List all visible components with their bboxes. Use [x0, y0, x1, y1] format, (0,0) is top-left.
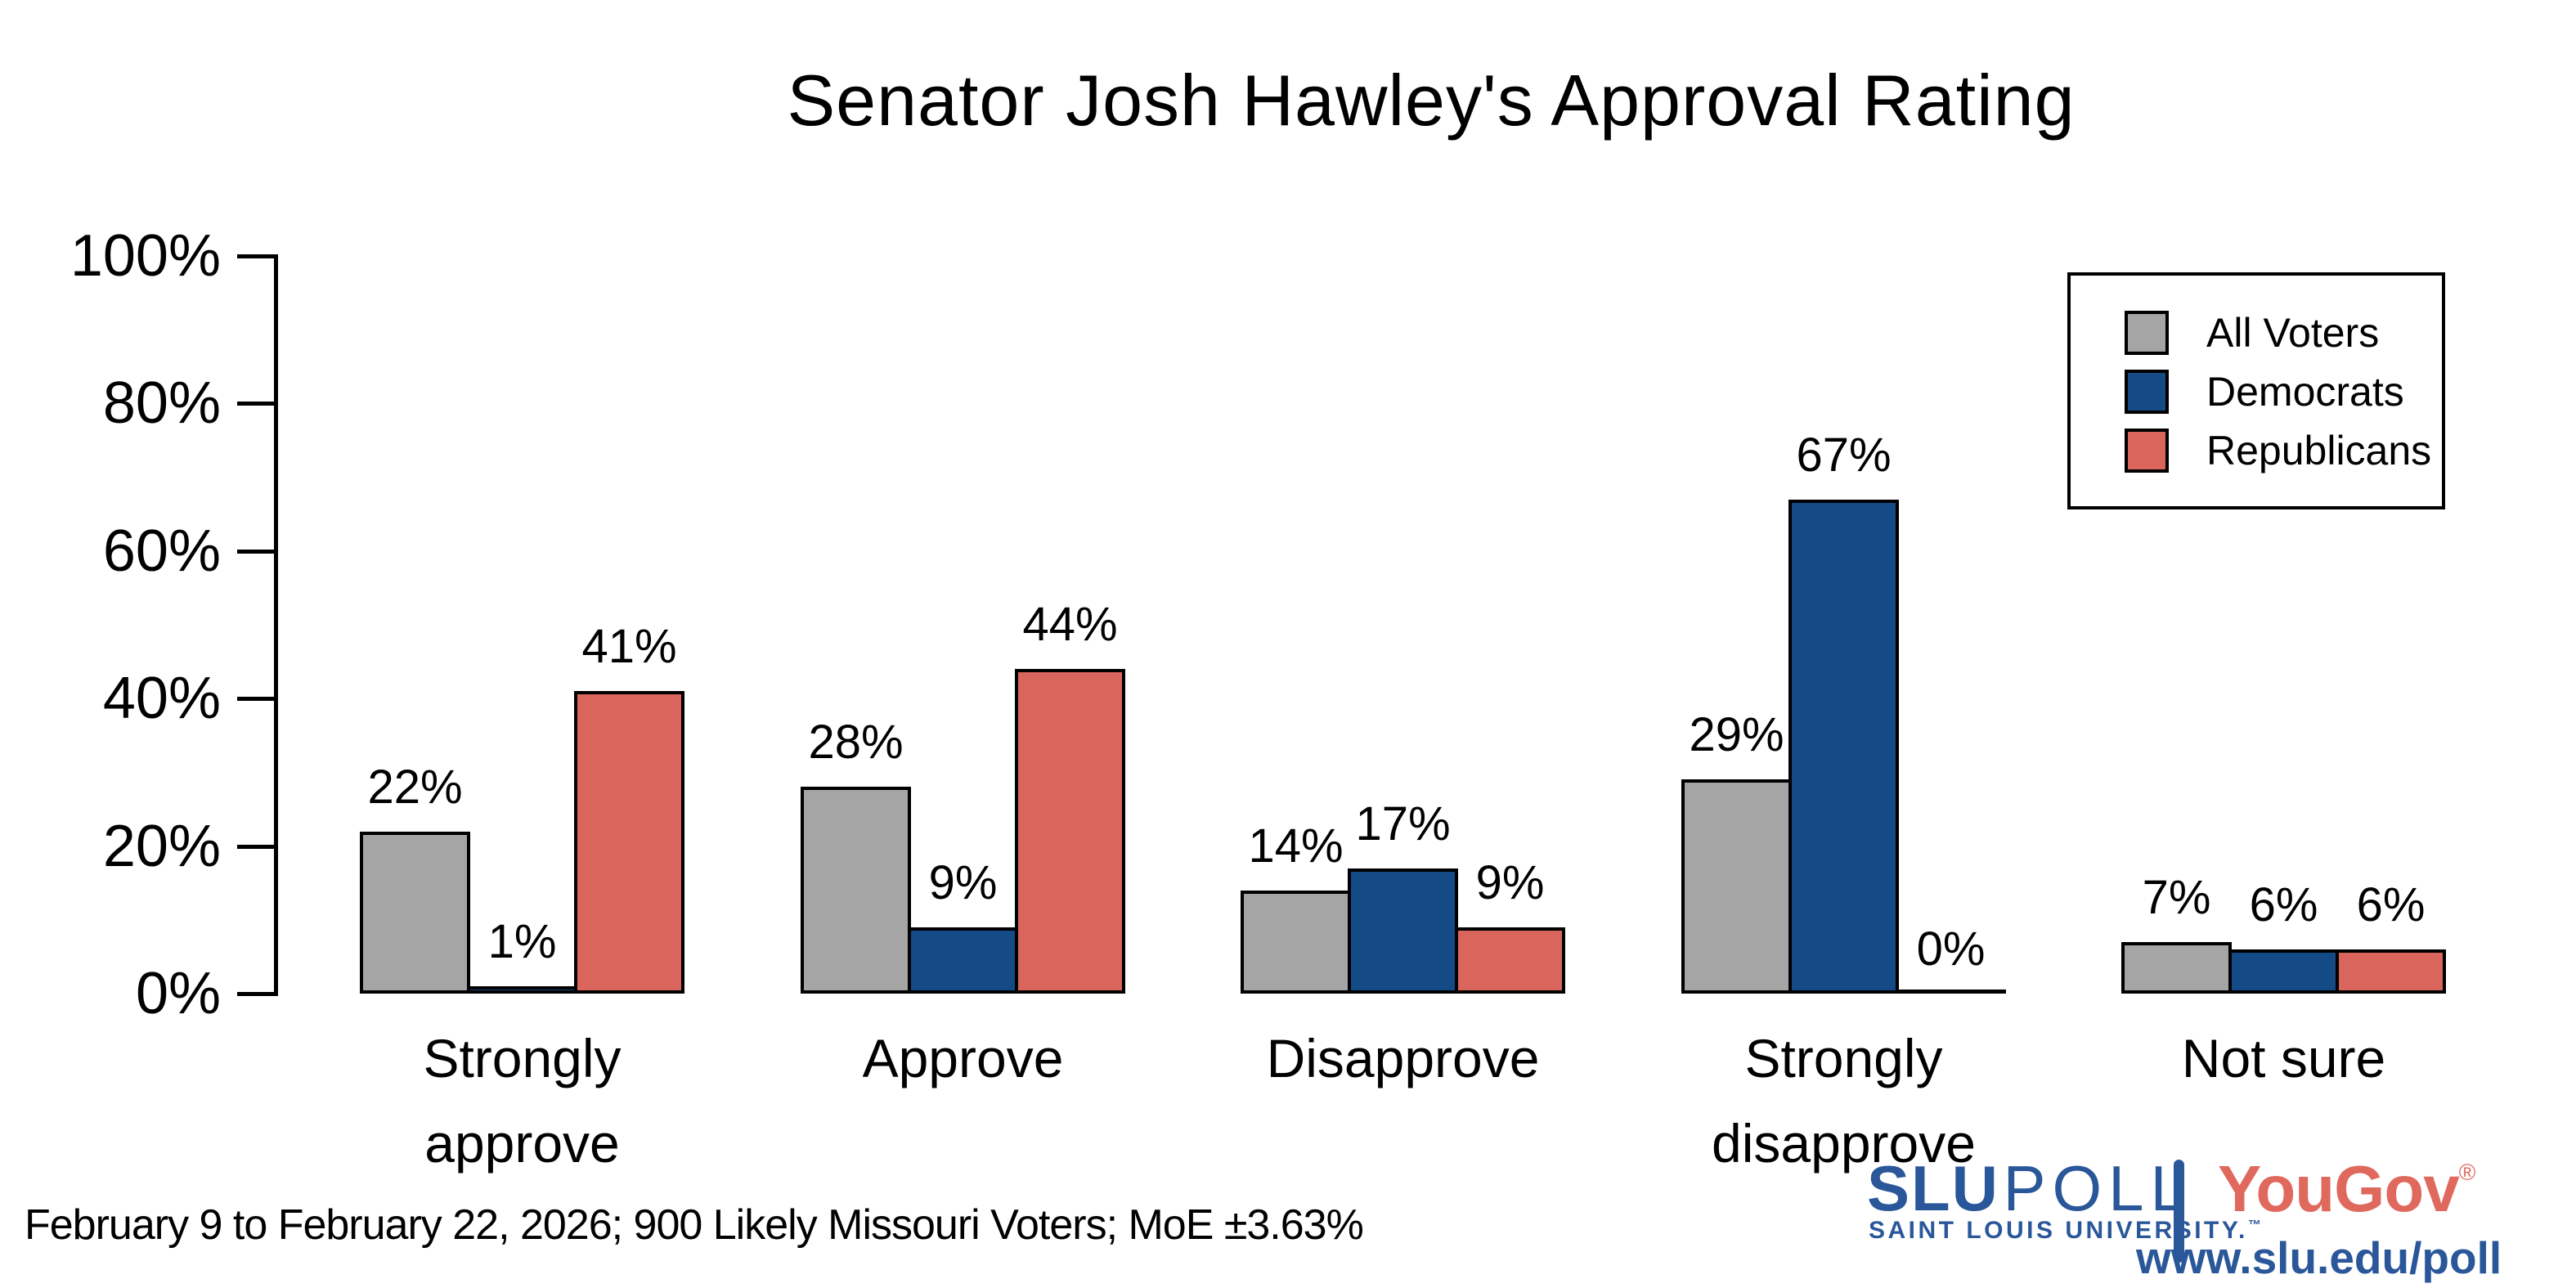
bar-value-label: 14% [1248, 819, 1344, 873]
bar-democrats [2228, 949, 2339, 994]
bar-value-label: 0% [1916, 922, 1986, 976]
y-tick-label: 40% [102, 666, 221, 732]
bar-value-label: 6% [2249, 878, 2318, 931]
x-category-label: Not sure [2181, 1028, 2386, 1088]
bar-value-label: 9% [928, 856, 998, 909]
y-tick-label: 80% [102, 370, 221, 437]
bar-all-voters [801, 787, 911, 994]
bar-republicans [1896, 990, 2006, 994]
bar-all-voters [1241, 891, 1351, 994]
y-tick-label: 100% [70, 223, 221, 289]
y-tick [237, 992, 278, 996]
x-category-label: Strongly approve [423, 1028, 622, 1174]
footnote: February 9 to February 22, 2026; 900 Lik… [25, 1201, 1364, 1249]
y-tick [237, 844, 278, 849]
bar-value-label: 41% [581, 620, 677, 673]
bar-value-label: 28% [808, 716, 904, 769]
bar-value-label: 17% [1355, 797, 1451, 850]
y-tick-label: 0% [135, 961, 221, 1026]
y-tick-label: 60% [102, 518, 221, 584]
y-tick [237, 549, 278, 554]
bar-value-label: 6% [2356, 878, 2426, 931]
bar-value-label: 7% [2142, 871, 2211, 924]
bar-value-label: 22% [367, 761, 463, 814]
bar-republicans [574, 691, 684, 994]
bar-democrats [908, 927, 1018, 994]
y-tick [237, 697, 278, 702]
legend-swatch [2125, 429, 2169, 473]
bar-republicans [2336, 949, 2446, 994]
bar-republicans [1455, 927, 1565, 994]
bar-value-label: 9% [1475, 856, 1545, 909]
bar-value-label: 1% [487, 915, 557, 968]
legend-label: Democrats [2206, 369, 2404, 415]
bar-democrats [1348, 868, 1458, 994]
bar-all-voters [360, 832, 470, 994]
bar-all-voters [2121, 942, 2232, 994]
registered-trademark-icon: ® [2458, 1160, 2476, 1185]
slu-poll-url: www.slu.edu/poll [2136, 1232, 2502, 1283]
y-tick-label: 20% [102, 813, 221, 879]
bar-democrats [1788, 500, 1899, 994]
legend-swatch [2125, 370, 2169, 414]
legend: All Voters Democrats Republicans [2067, 272, 2445, 509]
chart-title: Senator Josh Hawley's Approval Rating [787, 60, 2076, 141]
legend-item-republicans: Republicans [2125, 421, 2442, 480]
legend-label: All Voters [2206, 310, 2380, 356]
y-tick [237, 254, 278, 258]
slu-poll-logo: SLU POLL [1867, 1151, 2192, 1226]
bar-value-label: 44% [1022, 598, 1118, 651]
bar-democrats [467, 986, 577, 994]
y-tick [237, 402, 278, 406]
legend-label: Republicans [2206, 428, 2432, 473]
slu-logo-poll-text: POLL [2003, 1152, 2192, 1224]
trademark-icon: ™ [2247, 1218, 2264, 1232]
legend-item-democrats: Democrats [2125, 362, 2442, 421]
x-category-label: Strongly disapprove [1712, 1028, 1976, 1174]
x-category-label: Approve [862, 1028, 1064, 1088]
legend-swatch [2125, 311, 2169, 355]
x-category-label: Disapprove [1266, 1028, 1540, 1088]
y-axis-line [274, 256, 278, 996]
slu-logo-bold-text: SLU [1867, 1152, 1999, 1224]
yougov-logo: YouGov® [2218, 1151, 2475, 1227]
logo-separator-bar [2174, 1160, 2184, 1263]
bar-republicans [1015, 669, 1125, 994]
yougov-text: YouGov [2218, 1152, 2460, 1225]
bar-all-voters [1681, 779, 1792, 994]
bar-value-label: 67% [1796, 429, 1892, 482]
legend-item-all-voters: All Voters [2125, 303, 2442, 362]
bar-value-label: 29% [1689, 708, 1784, 761]
